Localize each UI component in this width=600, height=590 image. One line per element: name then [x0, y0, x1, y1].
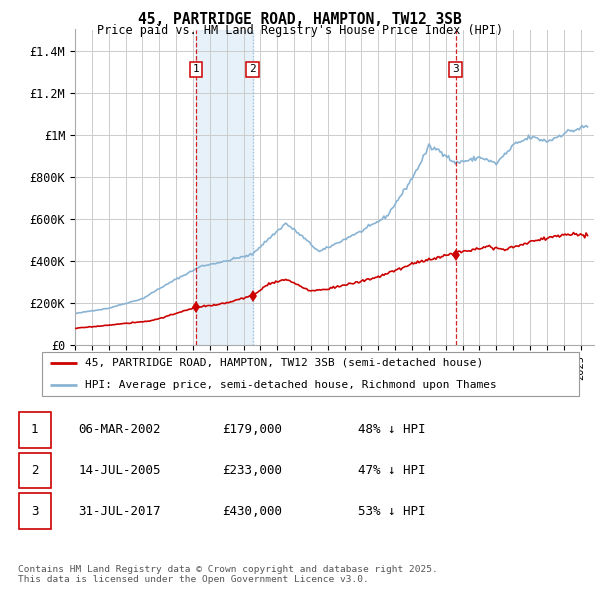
FancyBboxPatch shape: [19, 493, 50, 529]
Text: 06-MAR-2002: 06-MAR-2002: [78, 424, 161, 437]
Text: 45, PARTRIDGE ROAD, HAMPTON, TW12 3SB: 45, PARTRIDGE ROAD, HAMPTON, TW12 3SB: [138, 12, 462, 27]
Text: Price paid vs. HM Land Registry's House Price Index (HPI): Price paid vs. HM Land Registry's House …: [97, 24, 503, 37]
Text: 2: 2: [31, 464, 38, 477]
FancyBboxPatch shape: [42, 352, 579, 396]
Bar: [196, 30, 253, 345]
Text: £179,000: £179,000: [222, 424, 282, 437]
Text: 47% ↓ HPI: 47% ↓ HPI: [358, 464, 425, 477]
Text: £430,000: £430,000: [222, 504, 282, 517]
Text: 3: 3: [452, 64, 459, 74]
Text: 2: 2: [249, 64, 256, 74]
Text: 53% ↓ HPI: 53% ↓ HPI: [358, 504, 425, 517]
Text: 45, PARTRIDGE ROAD, HAMPTON, TW12 3SB (semi-detached house): 45, PARTRIDGE ROAD, HAMPTON, TW12 3SB (s…: [85, 358, 484, 368]
Text: 1: 1: [193, 64, 199, 74]
Text: Contains HM Land Registry data © Crown copyright and database right 2025.
This d: Contains HM Land Registry data © Crown c…: [18, 565, 438, 584]
Text: £233,000: £233,000: [222, 464, 282, 477]
Text: 1: 1: [31, 424, 38, 437]
Text: 48% ↓ HPI: 48% ↓ HPI: [358, 424, 425, 437]
Text: 3: 3: [31, 504, 38, 517]
Text: HPI: Average price, semi-detached house, Richmond upon Thames: HPI: Average price, semi-detached house,…: [85, 380, 497, 390]
FancyBboxPatch shape: [19, 412, 50, 448]
Text: 14-JUL-2005: 14-JUL-2005: [78, 464, 161, 477]
Text: 31-JUL-2017: 31-JUL-2017: [78, 504, 161, 517]
FancyBboxPatch shape: [19, 453, 50, 489]
